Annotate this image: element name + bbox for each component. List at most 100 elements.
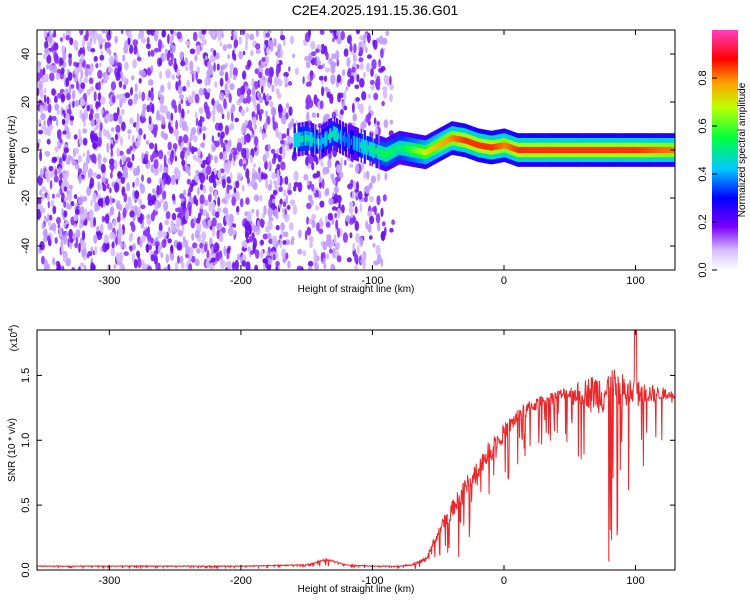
- spectrogram-noise-cell: [40, 193, 46, 201]
- spectrogram-noise-cell: [290, 35, 295, 45]
- spectrogram-signal-cell: [428, 147, 430, 154]
- spectrogram-noise-cell: [333, 30, 337, 36]
- spectrogram-noise-cell: [94, 201, 99, 213]
- spectrogram-noise-cell: [380, 258, 384, 268]
- spectrogram-signal-cell: [372, 146, 374, 154]
- spectrogram-noise-cell: [73, 134, 78, 140]
- spectrogram-signal-cell: [656, 146, 658, 154]
- spectrogram-noise-cell: [54, 237, 58, 244]
- spectrogram-noise-cell: [264, 67, 270, 77]
- spectrogram-noise-cell: [153, 159, 159, 170]
- spectrogram-noise-cell: [277, 174, 281, 186]
- spectrogram-noise-cell: [269, 100, 274, 108]
- spectrogram-signal-cell: [383, 150, 385, 157]
- spectrogram-signal-cell: [492, 144, 495, 151]
- spectrogram-signal-cell: [601, 146, 603, 154]
- spectrogram-noise-cell: [321, 86, 325, 97]
- spectrogram-noise-cell: [232, 67, 238, 78]
- spectrogram-signal-cell: [373, 147, 375, 154]
- spectrogram-noise-cell: [74, 147, 80, 155]
- spectrogram-noise-cell: [206, 249, 210, 259]
- spectrogram-signal-cell: [647, 146, 649, 154]
- spectrogram-noise-cell: [232, 223, 236, 228]
- spectrogram-noise-cell: [343, 90, 347, 102]
- spectrogram-noise-cell: [127, 30, 132, 38]
- spectrogram-noise-cell: [370, 175, 377, 184]
- spectrogram-signal-cell: [583, 146, 585, 154]
- spectrogram-noise-cell: [58, 167, 62, 175]
- spectrogram-noise-cell: [73, 67, 80, 76]
- snr-x-label: Height of straight line (km): [298, 584, 415, 595]
- spectrogram-noise-cell: [192, 31, 198, 42]
- spectrogram-noise-cell: [211, 30, 216, 38]
- spectrogram-noise-cell: [58, 226, 63, 237]
- spectrogram-noise-cell: [118, 80, 123, 88]
- spectrogram-noise-cell: [56, 109, 60, 116]
- spectrogram-noise-cell: [346, 35, 352, 44]
- spectrogram-noise-cell: [336, 255, 342, 263]
- spectrogram-noise-cell: [74, 208, 80, 216]
- spectrogram-signal-cell: [539, 146, 541, 154]
- spectrogram-noise-cell: [240, 108, 245, 117]
- spectrogram-signal-cell: [497, 143, 499, 150]
- spectrogram-noise-cell: [238, 97, 244, 103]
- spectrogram-noise-cell: [275, 265, 278, 270]
- spectrogram-signal-cell: [423, 149, 425, 156]
- spectrogram-noise-cell: [273, 208, 278, 218]
- spectrogram-noise-cell: [311, 213, 316, 221]
- spectrogram-noise-cell: [348, 163, 354, 168]
- spectrogram-noise-cell: [104, 213, 110, 224]
- spectrogram-signal-cell: [509, 144, 511, 151]
- x-tick-label: 100: [626, 575, 644, 587]
- spectrogram-noise-cell: [232, 261, 236, 270]
- spectrogram-noise-cell: [141, 108, 146, 119]
- spectrogram-signal-cell: [641, 146, 644, 154]
- spectrogram-noise-cell: [127, 129, 132, 135]
- spectrogram-noise-cell: [293, 181, 299, 188]
- spectrogram-noise-cell: [321, 178, 325, 189]
- spectrogram-noise-cell: [166, 111, 171, 120]
- spectrogram-noise-cell: [83, 265, 87, 270]
- spectrogram-noise-cell: [82, 137, 88, 146]
- spectrogram-signal-cell: [627, 146, 629, 154]
- spectrogram-noise-cell: [211, 135, 215, 143]
- spectrogram-noise-cell: [44, 48, 49, 54]
- spectrogram-noise-cell: [102, 183, 107, 192]
- spectrogram-noise-cell: [268, 222, 273, 231]
- spectrogram-signal-cell: [505, 142, 507, 149]
- spectrogram-noise-cell: [59, 37, 63, 42]
- colorbar-ticks: 0.00.20.40.60.8: [697, 70, 717, 278]
- spectrogram-noise-cell: [325, 67, 330, 73]
- spectrogram-signal-cell: [484, 143, 487, 150]
- spectrogram-noise-cell: [216, 63, 220, 71]
- spectrogram-noise-cell: [51, 115, 57, 121]
- spectrogram-noise-cell: [191, 233, 195, 241]
- spectrogram-noise-cell: [91, 118, 95, 127]
- spectrogram-noise-cell: [182, 86, 187, 92]
- spectrogram-noise-cell: [127, 134, 131, 140]
- spectrogram-noise-cell: [48, 115, 53, 122]
- spectrogram-signal-cell: [463, 137, 465, 144]
- spectrogram-signal-cell: [322, 138, 324, 145]
- spectrogram-signal-cell: [360, 142, 362, 149]
- spectrogram-signal-cell: [323, 137, 325, 144]
- spectrogram-signal-cell: [379, 149, 381, 156]
- spectrogram-noise-cell: [147, 199, 154, 206]
- spectrogram-noise-cell: [295, 120, 298, 126]
- spectrogram-noise-cell: [367, 223, 372, 233]
- spectrogram-noise-cell: [363, 171, 367, 180]
- spectrogram-noise-cell: [224, 83, 228, 93]
- spectrogram-noise-cell: [80, 206, 85, 214]
- spectrogram-noise-cell: [334, 234, 337, 245]
- spectrogram-noise-cell: [230, 172, 233, 181]
- spectrogram-noise-cell: [263, 205, 267, 216]
- spectrogram-signal-cell: [638, 146, 641, 154]
- spectrogram-noise-cell: [63, 197, 69, 202]
- spectrogram-signal-cell: [408, 146, 410, 153]
- spectrogram-noise-cell: [146, 213, 151, 220]
- spectrogram-noise-cell: [120, 108, 125, 116]
- spectrogram-noise-cell: [369, 195, 374, 202]
- spectrogram-noise-cell: [51, 193, 55, 199]
- spectrogram-noise-cell: [141, 116, 147, 123]
- spectrogram-signal-cell: [345, 137, 348, 144]
